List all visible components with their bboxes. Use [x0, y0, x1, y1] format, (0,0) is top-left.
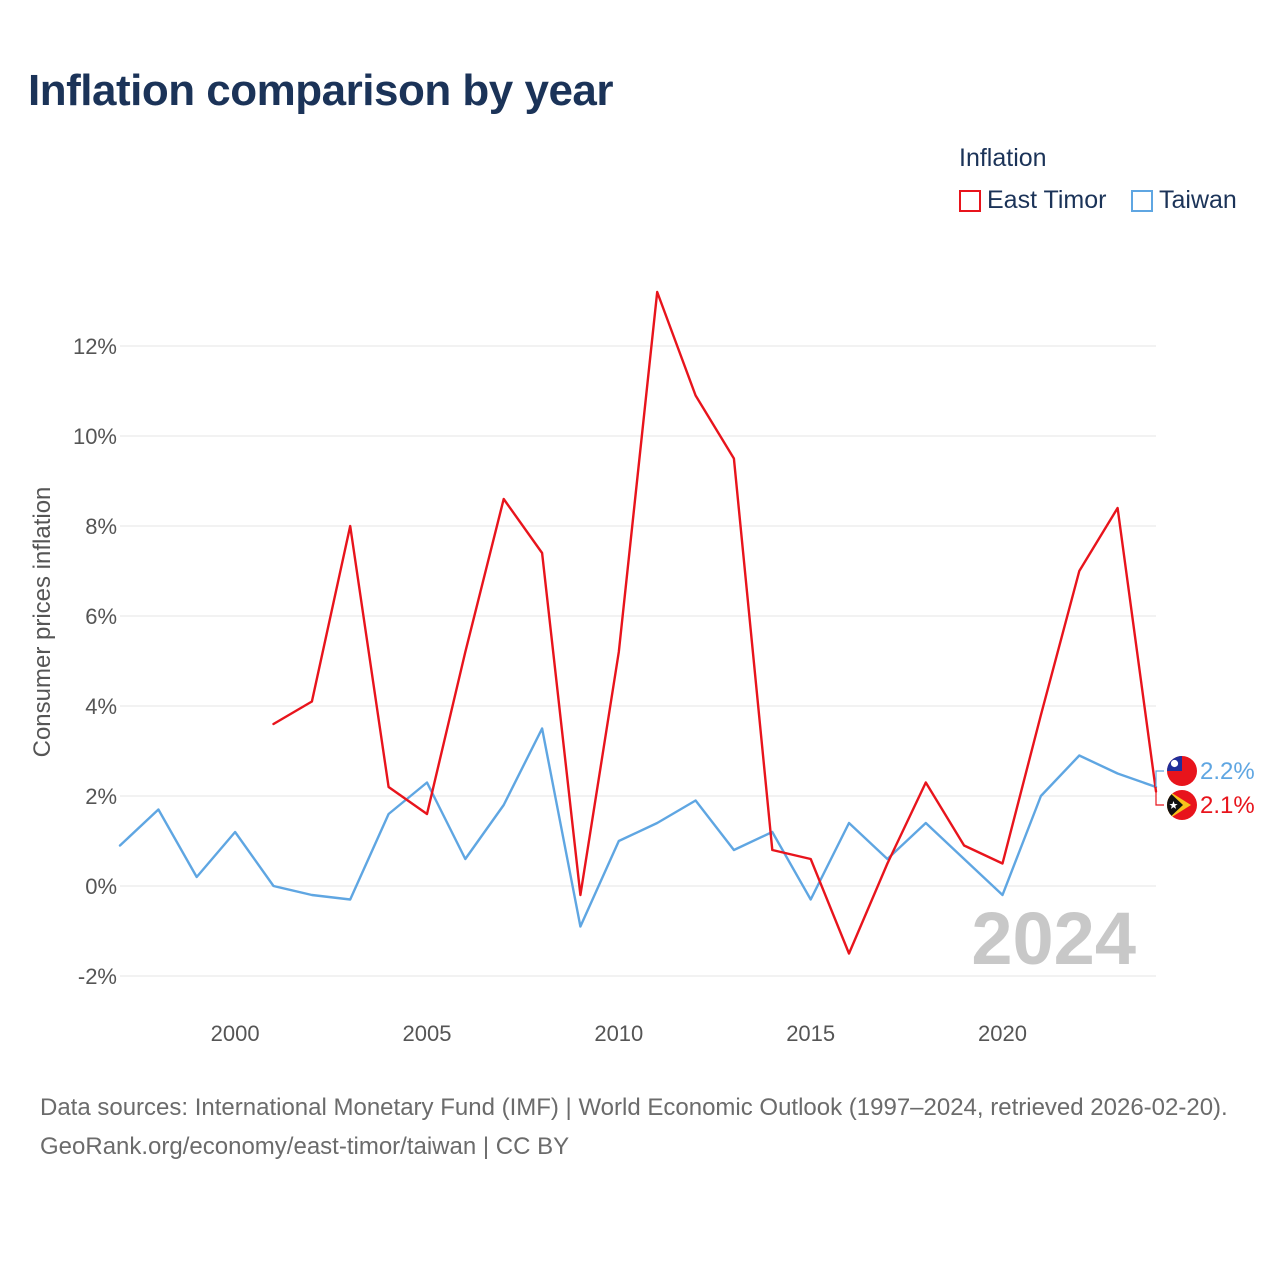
x-tick-label: 2000 [211, 1021, 260, 1046]
data-sources: Data sources: International Monetary Fun… [40, 1094, 1228, 1121]
y-tick-label: 6% [85, 604, 117, 629]
end-label-taiwan: 2.2% [1200, 758, 1255, 785]
legend-label-east-timor: East Timor [987, 186, 1107, 214]
chart-title: Inflation comparison by year [28, 66, 614, 115]
legend-label-taiwan: Taiwan [1159, 186, 1237, 214]
x-tick-label: 2005 [402, 1021, 451, 1046]
y-tick-label: 10% [73, 424, 117, 449]
y-axis-label: Consumer prices inflation [29, 487, 56, 758]
end-connector-east-timor [1155, 791, 1164, 806]
legend-item-east-timor[interactable]: East Timor [959, 186, 1106, 215]
x-tick-label: 2015 [786, 1021, 835, 1046]
footer: Data sources: International Monetary Fun… [40, 1088, 1250, 1166]
x-tick-label: 2010 [594, 1021, 643, 1046]
credit-link[interactable]: GeoRank.org/economy/east-timor/taiwan | … [40, 1133, 570, 1160]
x-tick-label: 2020 [978, 1021, 1027, 1046]
legend-swatch-east-timor [959, 189, 981, 212]
series-line-east-timor[interactable] [272, 290, 1158, 955]
y-tick-label: 4% [85, 694, 117, 719]
y-tick-label: 12% [73, 334, 117, 359]
y-tick-label: 0% [85, 874, 117, 899]
legend-item-taiwan[interactable]: Taiwan [1131, 186, 1237, 215]
year-watermark: 2024 [971, 897, 1136, 980]
taiwan-flag-icon [1167, 756, 1197, 786]
y-tick-label: 2% [85, 784, 117, 809]
inflation-line-chart: -2%0%2%4%6%8%10%12%2000 2005 2010 2015 2020 … [29, 290, 1255, 1046]
legend-title: Inflation [959, 144, 1047, 172]
legend-swatch-taiwan [1131, 189, 1153, 212]
east-timor-flag-icon [1167, 790, 1197, 820]
series-line-taiwan[interactable] [118, 727, 1158, 928]
y-tick-label: -2% [78, 964, 117, 989]
end-connector-taiwan [1155, 770, 1164, 787]
y-tick-label: 8% [85, 514, 117, 539]
end-label-east-timor: 2.1% [1200, 792, 1255, 819]
